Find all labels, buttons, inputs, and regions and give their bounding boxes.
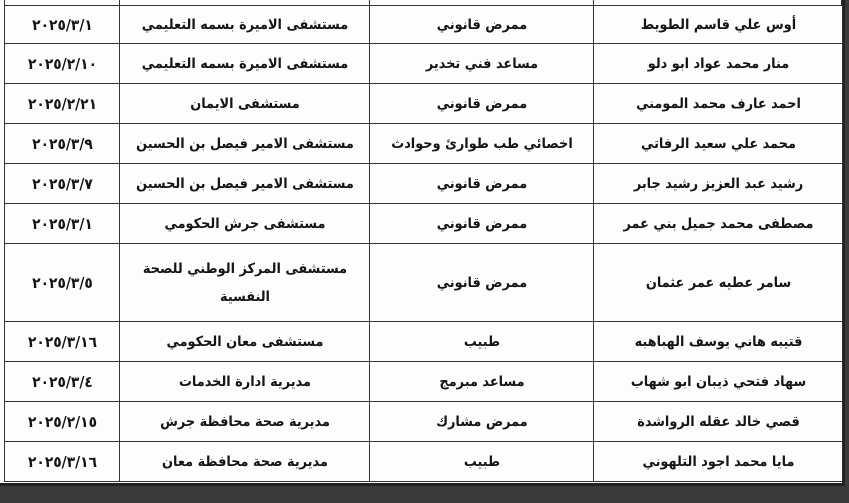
job-title-cell: طبيب bbox=[377, 441, 585, 482]
name-cell: محمد علي سعيد الرفاتي bbox=[603, 123, 834, 164]
date-cell: ٢٠٢٥/٣/١٦ bbox=[8, 321, 116, 362]
job-title-cell: طبيب bbox=[377, 321, 585, 362]
date-cell: ٢٠٢٥/٢/١٠ bbox=[8, 43, 116, 84]
date-cell: ٢٠٢٥/٣/١ bbox=[8, 5, 116, 44]
hospital-cell: مستشفى جرش الحكومي bbox=[129, 203, 360, 244]
hospital-cell: مستشفى الامير فيصل بن الحسين bbox=[129, 163, 360, 204]
table-row: ٢٠٢٥/٣/٥ مستشفى المركز الوطني للصحة النفس… bbox=[5, 243, 843, 322]
job-title-cell: اخصائي طب طوارئ وحوادث bbox=[377, 123, 585, 164]
table-body: ٢٠٢٥/٣/١ مستشفى الاميرة بسمه التعليمي ممرض… bbox=[5, 5, 843, 482]
date-cell: ٢٠٢٥/٣/٧ bbox=[8, 163, 116, 204]
date-cell: ٢٠٢٥/٣/٩ bbox=[8, 123, 116, 164]
date-cell: ٢٠٢٥/٢/١٥ bbox=[8, 401, 116, 442]
table-row: ٢٠٢٥/٣/١٦ مستشفى معان الحكومي طبيب قتيبه ها… bbox=[5, 321, 843, 362]
hospital-cell: مستشفى الاميرة بسمه التعليمي bbox=[129, 43, 360, 84]
hospital-cell: مديرية صحة محافظة جرش bbox=[129, 401, 360, 442]
table-row: ٢٠٢٥/٣/٩ مستشفى الامير فيصل بن الحسين اخصا… bbox=[5, 123, 843, 164]
date-cell: ٢٠٢٥/٣/١٦ bbox=[8, 441, 116, 482]
table-row: ٢٠٢٥/٣/١ مستشفى جرش الحكومي ممرض قانوني مصط… bbox=[5, 203, 843, 244]
name-cell: سامر عطيه عمر عثمان bbox=[603, 243, 834, 322]
table-row: ٢٠٢٥/٣/٤ مديرية ادارة الخدمات مساعد مبرمج س… bbox=[5, 361, 843, 402]
date-cell: ٢٠٢٥/٣/٥ bbox=[8, 243, 116, 322]
job-title-cell: مساعد مبرمج bbox=[377, 361, 585, 402]
job-title-cell: ممرض قانوني bbox=[377, 163, 585, 204]
hospital-cell: مستشفى معان الحكومي bbox=[129, 321, 360, 362]
date-cell: ٢٠٢٥/٢/٢١ bbox=[8, 83, 116, 124]
name-cell: مصطفى محمد جميل بني عمر bbox=[603, 203, 834, 244]
job-title-cell: ممرض قانوني bbox=[377, 203, 585, 244]
table-row: ٢٠٢٥/٣/٧ مستشفى الامير فيصل بن الحسين ممرض… bbox=[5, 163, 843, 204]
job-title-cell: ممرض قانوني bbox=[377, 5, 585, 44]
name-cell: قصي خالد عقله الرواشدة bbox=[603, 401, 834, 442]
date-cell: ٢٠٢٥/٣/١ bbox=[8, 203, 116, 244]
date-cell: ٢٠٢٥/٣/٤ bbox=[8, 361, 116, 402]
hospital-cell: مستشفى الايمان bbox=[129, 83, 360, 124]
hospital-cell: مديرية صحة محافظة معان bbox=[129, 441, 360, 482]
table-row: ٢٠٢٥/٢/٢١ مستشفى الايمان ممرض قانوني احمد ع… bbox=[5, 83, 843, 124]
table-row: ٢٠٢٥/٢/١٥ مديرية صحة محافظة جرش ممرض مشارك… bbox=[5, 401, 843, 442]
job-title-cell: ممرض قانوني bbox=[377, 243, 585, 322]
hospital-cell: مديرية ادارة الخدمات bbox=[129, 361, 360, 402]
hospital-cell: مستشفى الامير فيصل بن الحسين bbox=[129, 123, 360, 164]
table-row: ٢٠٢٥/٣/١ مستشفى الاميرة بسمه التعليمي ممرض… bbox=[5, 5, 843, 44]
hospital-cell: مستشفى المركز الوطني للصحة النفسية bbox=[129, 243, 360, 322]
job-title-cell: مساعد فني تخدير bbox=[377, 43, 585, 84]
name-cell: أوس علي قاسم الطويط bbox=[603, 5, 834, 44]
table-row: ٢٠٢٥/٢/١٠ مستشفى الاميرة بسمه التعليمي مسا… bbox=[5, 43, 843, 84]
name-cell: رشيد عبد العزيز رشيد جابر bbox=[603, 163, 834, 204]
table-row: ٢٠٢٥/٣/١٦ مديرية صحة محافظة معان طبيب مايا … bbox=[5, 441, 843, 482]
name-cell: سهاد فتحي ذيبان ابو شهاب bbox=[603, 361, 834, 402]
name-cell: قتيبه هاني يوسف الهباهبه bbox=[603, 321, 834, 362]
document-page: ٢٠٢٥/٣/١ مستشفى الاميرة بسمه التعليمي ممرض… bbox=[0, 0, 845, 486]
hospital-cell: مستشفى الاميرة بسمه التعليمي bbox=[129, 5, 360, 44]
name-cell: احمد عارف محمد المومني bbox=[603, 83, 834, 124]
previous-row-fragment bbox=[4, 0, 842, 5]
name-cell: مايا محمد اجود التلهوني bbox=[603, 441, 834, 482]
name-cell: منار محمد عواد ابو دلو bbox=[603, 43, 834, 84]
employees-table: ٢٠٢٥/٣/١ مستشفى الاميرة بسمه التعليمي ممرض… bbox=[4, 5, 843, 482]
job-title-cell: ممرض قانوني bbox=[377, 83, 585, 124]
job-title-cell: ممرض مشارك bbox=[377, 401, 585, 442]
